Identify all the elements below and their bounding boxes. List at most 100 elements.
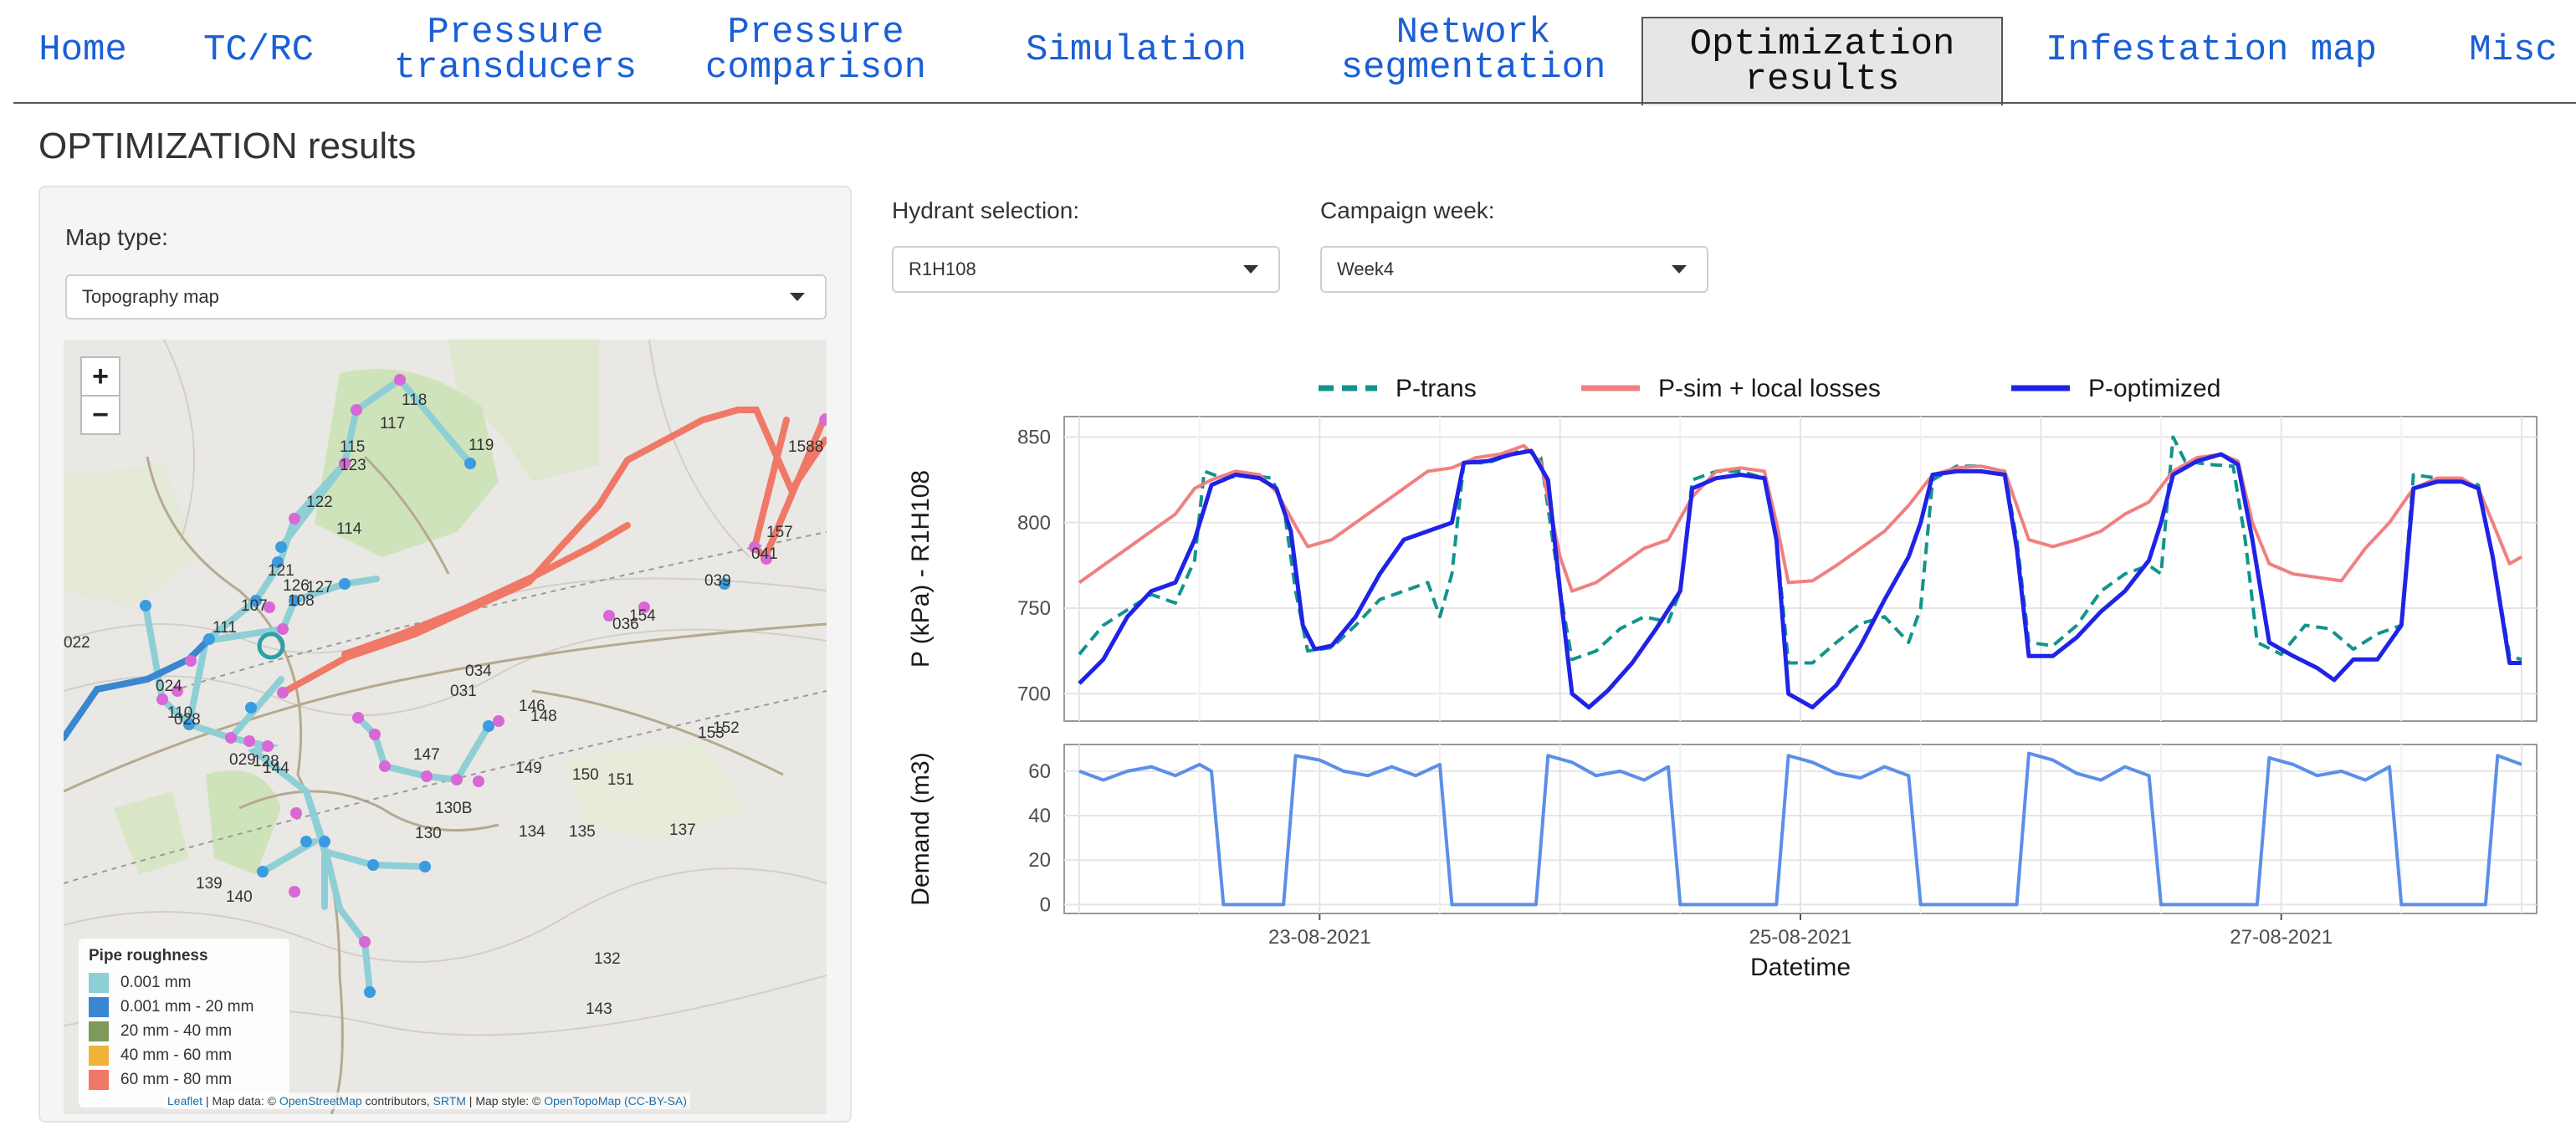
- map-node[interactable]: [359, 936, 371, 948]
- map-node[interactable]: [264, 601, 275, 613]
- map-node[interactable]: [183, 719, 195, 730]
- tab-label: Optimization: [1689, 23, 1955, 65]
- map-node[interactable]: [289, 513, 300, 524]
- tab-label: Pressure: [427, 12, 604, 54]
- y-tick-label: 40: [1028, 805, 1051, 827]
- opentopomap-link[interactable]: OpenTopoMap: [544, 1094, 622, 1108]
- map-type-select[interactable]: Topography map: [65, 274, 827, 320]
- map-node[interactable]: [140, 600, 151, 611]
- map-node-label: 115: [340, 438, 365, 456]
- hydrant-value: R1H108: [909, 258, 976, 279]
- map-node[interactable]: [473, 775, 484, 787]
- cc-by-sa-link[interactable]: (CC-BY-SA): [623, 1094, 687, 1108]
- map-node[interactable]: [761, 553, 772, 565]
- forest-area: [448, 340, 599, 482]
- map-node[interactable]: [394, 374, 406, 386]
- map-node[interactable]: [603, 610, 615, 622]
- selected-hydrant-marker[interactable]: [257, 632, 285, 660]
- tab-misc[interactable]: Misc: [2451, 0, 2575, 100]
- map-node[interactable]: [421, 770, 433, 782]
- map-node[interactable]: [367, 859, 379, 871]
- x-tick-label: 23-08-2021: [1268, 926, 1371, 949]
- map-node-label: 147: [413, 746, 440, 764]
- map-node[interactable]: [203, 633, 215, 645]
- x-axis: 23-08-2021 25-08-2021 27-08-2021 Datetime: [1268, 913, 2333, 981]
- map-node[interactable]: [245, 702, 257, 714]
- map-node[interactable]: [749, 541, 761, 553]
- y-tick-label: 60: [1028, 760, 1051, 783]
- tab-label: Simulation: [1025, 29, 1247, 71]
- map-node[interactable]: [300, 836, 312, 847]
- tab-tc-rc[interactable]: TC/RC: [196, 0, 321, 100]
- map-node[interactable]: [185, 655, 197, 667]
- srtm-link[interactable]: SRTM: [433, 1094, 466, 1108]
- map-node[interactable]: [493, 715, 504, 727]
- tab-simulation[interactable]: Simulation: [1002, 0, 1270, 100]
- map-node-label: 148: [530, 708, 557, 725]
- map-node[interactable]: [272, 556, 284, 568]
- map-node[interactable]: [257, 866, 269, 877]
- map-attribution: Leaflet | Map data: © OpenStreetMap cont…: [164, 1092, 690, 1109]
- map-node[interactable]: [339, 578, 351, 590]
- map-node[interactable]: [419, 861, 431, 872]
- map-node[interactable]: [379, 760, 391, 772]
- map-node-label: 123: [340, 457, 366, 474]
- map-node[interactable]: [352, 712, 364, 724]
- pipes-blue: [64, 636, 213, 741]
- map-node[interactable]: [464, 458, 476, 469]
- zoom-in-button[interactable]: +: [80, 356, 120, 397]
- map-node[interactable]: [243, 735, 255, 747]
- map-node-label: 039: [704, 572, 731, 590]
- tab-infestation-map[interactable]: Infestation map: [2030, 0, 2393, 100]
- osm-link[interactable]: OpenStreetMap: [279, 1094, 362, 1108]
- map-node[interactable]: [351, 404, 362, 416]
- map-node[interactable]: [364, 986, 376, 998]
- map-node-label: 150: [572, 766, 599, 784]
- map-node-label: 139: [196, 875, 223, 893]
- map-node-label: 118: [402, 391, 427, 409]
- tab-label: Network: [1396, 12, 1551, 54]
- pressure-demand-chart: P-trans P-sim + local losses P-optimized 7…: [907, 375, 2538, 981]
- map-node[interactable]: [250, 595, 262, 606]
- map-node[interactable]: [290, 807, 302, 819]
- leaflet-link[interactable]: Leaflet: [167, 1094, 203, 1108]
- tab-pressure-transducers[interactable]: Pressure transducers: [382, 0, 649, 100]
- map-node-label: 036: [612, 616, 639, 633]
- map-node[interactable]: [225, 732, 237, 744]
- map-node[interactable]: [719, 578, 730, 590]
- map-node[interactable]: [289, 886, 300, 898]
- legend-swatch: [89, 996, 109, 1017]
- y-tick-label: 750: [1017, 597, 1051, 620]
- hydrant-selection-label: Hydrant selection:: [892, 197, 1080, 223]
- legend-label: P-sim + local losses: [1658, 375, 1881, 402]
- attribution-text: | Map style: ©: [465, 1094, 545, 1108]
- tab-home[interactable]: Home: [32, 0, 134, 100]
- map-node-label: 031: [450, 683, 477, 700]
- map-node[interactable]: [289, 595, 300, 606]
- map-node[interactable]: [339, 458, 351, 469]
- map-node[interactable]: [172, 685, 183, 697]
- campaign-week-select[interactable]: Week4: [1320, 246, 1708, 293]
- tab-optimization-results[interactable]: Optimization results: [1641, 17, 2003, 105]
- map-node[interactable]: [319, 836, 330, 847]
- map-node[interactable]: [483, 720, 494, 732]
- map-node[interactable]: [277, 687, 289, 698]
- legend-swatch: [89, 972, 109, 993]
- map-node[interactable]: [451, 774, 463, 785]
- map-node[interactable]: [262, 740, 274, 752]
- map-node[interactable]: [156, 693, 168, 705]
- map-node[interactable]: [369, 729, 381, 740]
- map-node[interactable]: [277, 623, 289, 635]
- map-node[interactable]: [275, 541, 287, 553]
- tab-pressure-comparison[interactable]: Pressure comparison: [683, 0, 949, 100]
- attribution-text: contributors,: [361, 1094, 433, 1108]
- zoom-out-button[interactable]: −: [80, 395, 120, 435]
- forest-area: [64, 465, 197, 607]
- map-node[interactable]: [819, 414, 827, 426]
- railway: [64, 531, 827, 884]
- hydrant-select[interactable]: R1H108: [892, 246, 1280, 293]
- tab-network-segmentation[interactable]: Network segmentation: [1317, 0, 1630, 100]
- map-node[interactable]: [638, 601, 650, 613]
- network-map[interactable]: 118 117 119 115 1588 123 122 114 157 041 121 126 127…: [64, 340, 827, 1114]
- legend-swatch: [89, 1021, 109, 1041]
